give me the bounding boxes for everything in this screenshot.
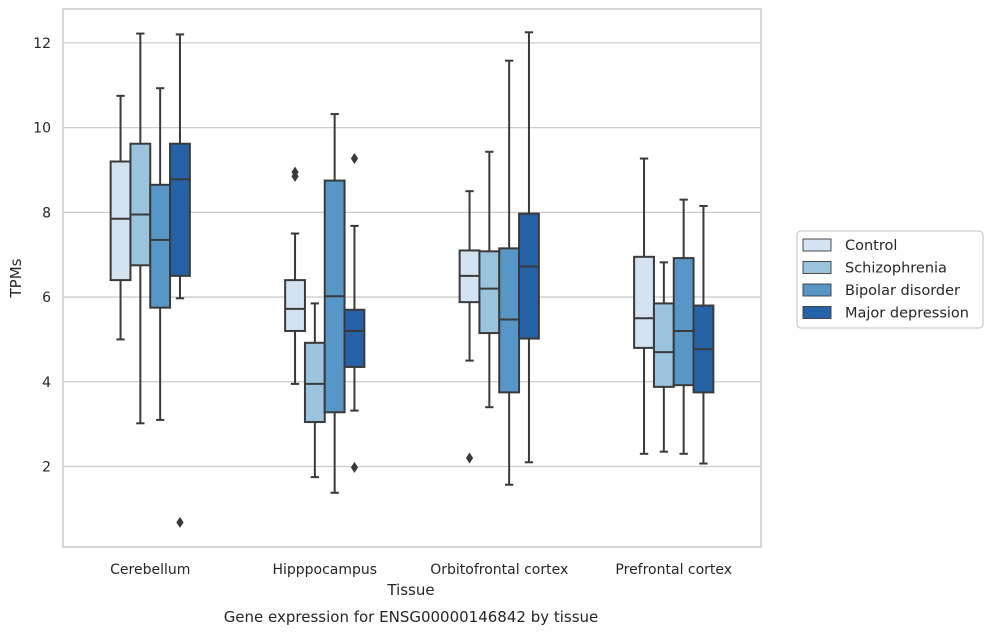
box-body — [672, 257, 695, 387]
box-body — [169, 142, 191, 277]
chart-caption: Gene expression for ENSG00000146842 by t… — [224, 608, 599, 626]
box-0-1 — [129, 32, 152, 425]
y-tick-label: 10 — [33, 121, 51, 137]
x-tick-label: Orbitofrontal cortex — [430, 562, 568, 578]
box-body — [518, 212, 540, 340]
y-tick-label: 12 — [33, 36, 51, 52]
outlier-point — [291, 166, 299, 178]
box-body — [343, 308, 366, 368]
legend: Control Schizophrenia Bipolar disorder Majo… — [796, 230, 984, 329]
legend-frame — [796, 230, 984, 329]
box-3-3 — [692, 204, 715, 465]
x-tick-label: Prefrontal cortex — [615, 562, 732, 578]
x-tick-label: Hipppocampus — [272, 562, 377, 578]
x-axis-ticks: Cerebellum Hipppocampus Orbitofrontal cort… — [110, 562, 732, 578]
box-3-0 — [633, 157, 655, 455]
box-body — [149, 183, 172, 309]
outlier-point — [350, 153, 359, 165]
boxes — [109, 31, 715, 528]
legend-label: Control — [845, 238, 897, 254]
y-tick-label: 8 — [42, 205, 51, 221]
legend-swatch — [802, 238, 832, 252]
y-axis-ticks: 2 4 6 8 10 12 — [33, 36, 51, 476]
legend-swatch — [802, 261, 832, 274]
box-0-2 — [149, 87, 172, 421]
outlier-point — [176, 516, 184, 528]
box-body — [109, 160, 132, 282]
box-0-3 — [169, 33, 191, 528]
box-1-3 — [343, 153, 366, 473]
box-body — [284, 279, 306, 332]
box-body — [478, 250, 501, 335]
x-axis-label: Tissue — [386, 581, 434, 599]
box-body — [303, 341, 326, 424]
legend-label: Major depression — [845, 306, 969, 322]
outlier-point — [465, 452, 474, 464]
y-axis-label: TPMs — [7, 258, 25, 298]
box-body — [129, 142, 152, 267]
box-1-0 — [284, 166, 306, 385]
box-1-2 — [323, 113, 346, 494]
box-body — [652, 302, 675, 388]
box-2-3 — [518, 31, 540, 464]
box-0-0 — [109, 94, 132, 341]
legend-label: Bipolar disorder — [845, 283, 960, 299]
y-tick-label: 6 — [42, 290, 51, 306]
outlier-point — [350, 461, 359, 473]
y-tick-label: 2 — [42, 460, 51, 476]
legend-swatch — [802, 283, 832, 297]
legend-swatch — [802, 306, 832, 319]
y-tick-label: 4 — [42, 375, 51, 391]
box-2-1 — [478, 150, 501, 409]
box-body — [633, 255, 655, 349]
legend-label: Schizophrenia — [845, 261, 947, 277]
box-2-2 — [498, 59, 521, 486]
x-tick-label: Cerebellum — [110, 562, 190, 578]
plot-frame — [62, 8, 762, 548]
